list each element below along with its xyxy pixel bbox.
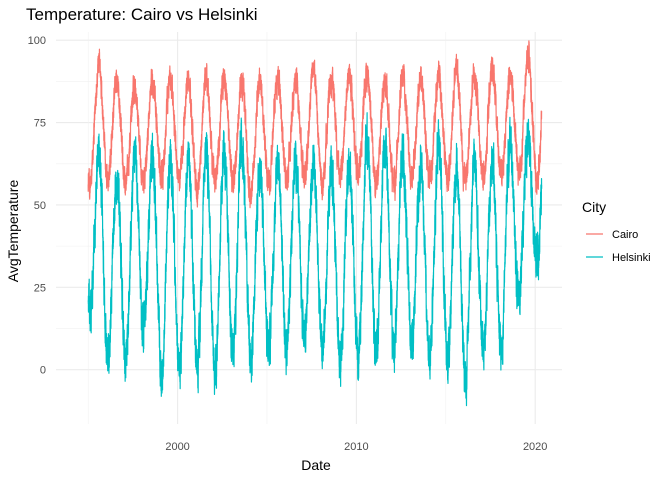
- x-tick-label: 2000: [165, 441, 189, 453]
- x-axis-title: Date: [301, 457, 331, 473]
- legend-title: City: [582, 199, 606, 215]
- legend-label: Cairo: [612, 229, 638, 241]
- legend: City Cairo Helsinki: [582, 199, 651, 264]
- y-tick-label: 25: [34, 282, 46, 294]
- series-layer: [87, 40, 543, 407]
- y-tick-label: 75: [34, 118, 46, 130]
- y-tick-label: 0: [40, 365, 46, 377]
- x-tick-label: 2010: [344, 441, 368, 453]
- legend-items: Cairo Helsinki: [586, 229, 651, 264]
- y-tick-label: 100: [28, 35, 46, 47]
- chart-title: Temperature: Cairo vs Helsinki: [26, 5, 257, 24]
- legend-label: Helsinki: [612, 252, 651, 264]
- y-axis-title: AvgTemperature: [5, 180, 21, 283]
- series-line-helsinki: [87, 112, 543, 407]
- x-tick-label: 2020: [523, 441, 547, 453]
- series-line-cairo: [87, 40, 543, 209]
- y-tick-label: 50: [34, 200, 46, 212]
- y-tick-labels: 0 25 50 75 100: [28, 35, 46, 376]
- x-tick-labels: 2000 2010 2020: [165, 441, 547, 453]
